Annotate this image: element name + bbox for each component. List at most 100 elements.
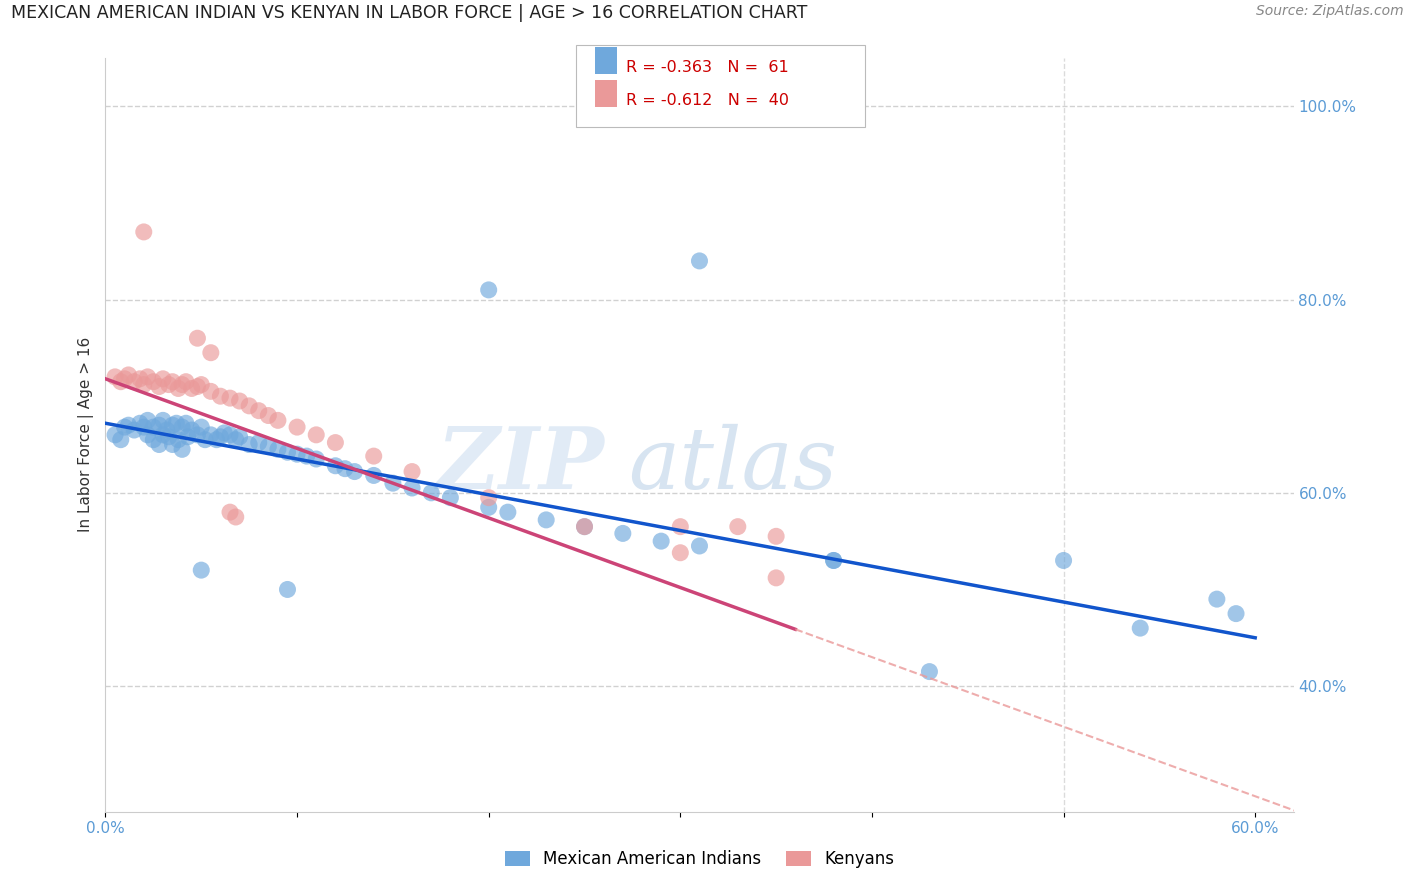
Point: [669, 519, 692, 533]
Point: [305, 428, 328, 442]
Point: [152, 372, 174, 386]
Point: [612, 526, 634, 541]
Point: [148, 437, 170, 451]
Point: [114, 420, 136, 434]
Point: [152, 428, 174, 442]
Point: [142, 420, 165, 434]
Point: [363, 449, 385, 463]
Point: [219, 505, 242, 519]
Point: [157, 377, 180, 392]
Point: [172, 420, 194, 434]
Point: [420, 485, 443, 500]
Point: [132, 377, 155, 392]
Point: [325, 435, 347, 450]
Point: [114, 372, 136, 386]
Point: [190, 377, 212, 392]
Text: Source: ZipAtlas.com: Source: ZipAtlas.com: [1256, 4, 1403, 19]
Point: [333, 461, 356, 475]
Point: [148, 379, 170, 393]
Point: [1187, 872, 1209, 887]
Point: [219, 428, 242, 442]
Point: [177, 430, 200, 444]
Point: [110, 375, 132, 389]
Point: [918, 665, 941, 679]
Point: [122, 375, 145, 389]
Point: [727, 519, 749, 533]
Point: [574, 519, 596, 533]
Point: [194, 433, 217, 447]
Text: R = -0.363   N =  61: R = -0.363 N = 61: [626, 60, 789, 75]
Point: [247, 435, 270, 450]
Point: [401, 481, 423, 495]
Point: [1225, 607, 1247, 621]
Point: [172, 442, 194, 457]
Point: [205, 433, 228, 447]
Point: [257, 409, 280, 423]
Point: [669, 546, 692, 560]
Point: [534, 513, 557, 527]
Point: [200, 345, 222, 359]
Point: [200, 428, 222, 442]
Legend: Mexican American Indians, Kenyans: Mexican American Indians, Kenyans: [498, 844, 901, 875]
Point: [225, 433, 247, 447]
Point: [214, 425, 236, 440]
Text: atlas: atlas: [628, 424, 838, 507]
Point: [167, 382, 190, 396]
Point: [276, 582, 298, 597]
Point: [104, 428, 127, 442]
Point: [363, 468, 385, 483]
Point: [689, 539, 711, 553]
Point: [823, 553, 845, 567]
Point: [267, 413, 290, 427]
Point: [295, 449, 318, 463]
Point: [238, 399, 260, 413]
Point: [186, 379, 208, 393]
Point: [219, 391, 242, 405]
Point: [136, 370, 159, 384]
Point: [650, 534, 672, 549]
Point: [190, 420, 212, 434]
Point: [148, 418, 170, 433]
Point: [689, 254, 711, 268]
Point: [478, 491, 501, 505]
Point: [129, 416, 152, 431]
Text: R = -0.612   N =  40: R = -0.612 N = 40: [626, 93, 789, 108]
Point: [152, 413, 174, 427]
Point: [200, 384, 222, 399]
Point: [174, 375, 197, 389]
Point: [228, 394, 250, 409]
Point: [117, 368, 139, 382]
Point: [325, 458, 347, 473]
Point: [1052, 553, 1074, 567]
Point: [209, 389, 232, 403]
Point: [186, 428, 208, 442]
Point: [247, 403, 270, 417]
Point: [381, 476, 404, 491]
Point: [122, 423, 145, 437]
Point: [228, 430, 250, 444]
Y-axis label: In Labor Force | Age > 16: In Labor Force | Age > 16: [79, 337, 94, 533]
Point: [129, 372, 152, 386]
Point: [174, 416, 197, 431]
Point: [478, 283, 501, 297]
Point: [162, 437, 184, 451]
Point: [574, 519, 596, 533]
Point: [136, 413, 159, 427]
Point: [439, 491, 461, 505]
Point: [285, 420, 308, 434]
Point: [225, 510, 247, 524]
Point: [765, 529, 787, 543]
Point: [142, 375, 165, 389]
Point: [1205, 592, 1227, 607]
Point: [157, 430, 180, 444]
Point: [238, 437, 260, 451]
Text: ZIP: ZIP: [437, 423, 605, 507]
Point: [167, 433, 190, 447]
Point: [267, 442, 290, 457]
Point: [104, 370, 127, 384]
Point: [180, 423, 202, 437]
Point: [190, 563, 212, 577]
Point: [823, 553, 845, 567]
Point: [165, 416, 187, 431]
Point: [401, 465, 423, 479]
